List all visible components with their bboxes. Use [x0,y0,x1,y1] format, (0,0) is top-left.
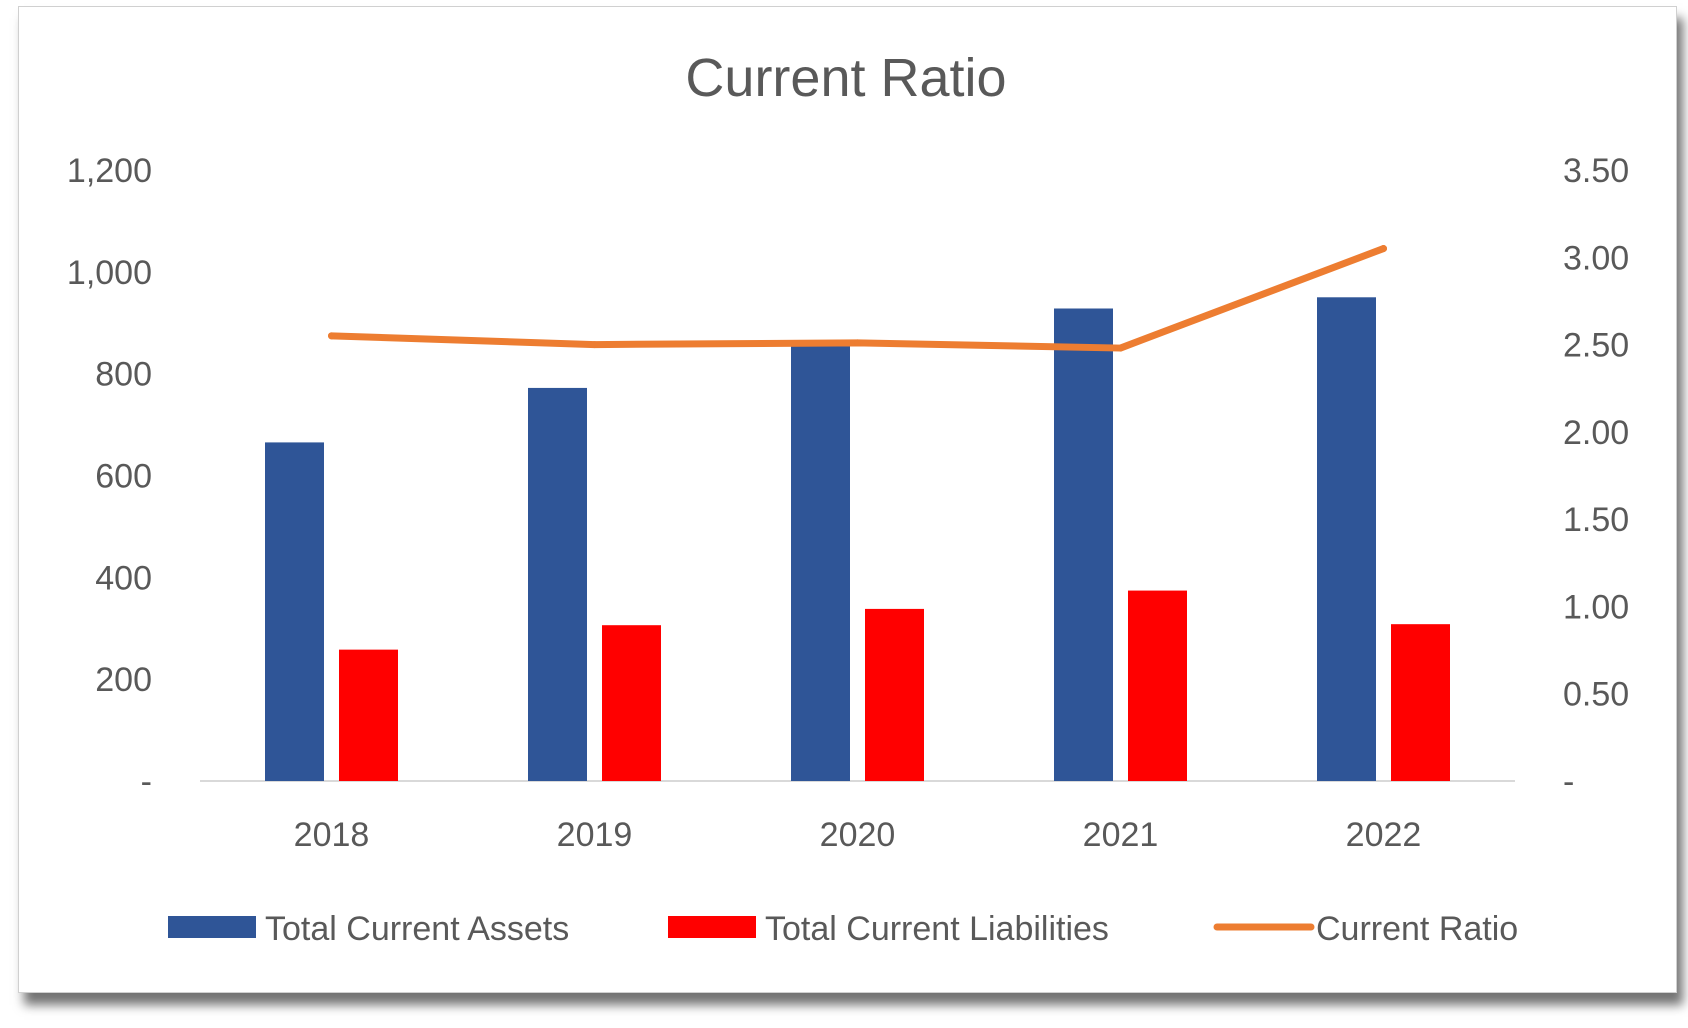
bar-total-current-liabilities-2019 [602,625,661,781]
right-tick-label: 2.00 [1563,414,1629,452]
x-tick-label: 2019 [557,816,633,854]
x-axis: 2018 2019 2020 2021 2022 [294,816,1422,854]
right-tick-label: 3.00 [1563,239,1629,277]
bar-total-current-assets-2021 [1054,308,1113,781]
right-tick-label: 2.50 [1563,327,1629,365]
line-point-2021 [1117,344,1124,352]
right-tick-label: - [1563,763,1574,801]
bar-total-current-liabilities-2021 [1128,590,1187,781]
left-tick-label: 400 [95,559,152,597]
right-tick-label: 1.50 [1563,501,1629,539]
right-tick-label: 1.00 [1563,588,1629,626]
line-point-2020 [854,339,861,347]
x-tick-label: 2018 [294,816,370,854]
bar-total-current-liabilities-2022 [1391,624,1450,781]
left-tick-label: - [141,763,152,801]
chart-title: Current Ratio [685,48,1006,108]
legend: Total Current Assets Total Current Liabil… [168,910,1518,948]
legend-swatch [168,916,256,938]
line-point-2022 [1380,245,1387,253]
bar-total-current-liabilities-2018 [339,649,398,781]
bar-total-current-liabilities-2020 [865,608,924,781]
bar-total-current-assets-2019 [528,387,587,781]
right-tick-label: 3.50 [1563,152,1629,190]
right-tick-label: 0.50 [1563,676,1629,714]
left-tick-label: 800 [95,356,152,394]
x-tick-label: 2021 [1083,816,1159,854]
left-y-axis: - 200 400 600 800 1,000 1,200 [67,152,152,801]
line-point-2018 [328,332,335,340]
left-tick-label: 1,000 [67,254,152,292]
left-tick-label: 600 [95,458,152,496]
left-tick-label: 1,200 [67,152,152,190]
line-point-2019 [591,341,598,349]
line-series [328,245,1387,352]
x-tick-label: 2020 [820,816,896,854]
line-current-ratio [328,245,1387,352]
legend-label: Total Current Assets [265,910,569,948]
bar-series [265,297,1450,781]
bar-total-current-assets-2020 [791,345,850,781]
bar-total-current-assets-2018 [265,442,324,781]
legend-label: Total Current Liabilities [765,910,1109,948]
legend-label: Current Ratio [1316,910,1518,948]
bar-total-current-assets-2022 [1317,297,1376,781]
right-y-axis: - 0.50 1.00 1.50 2.00 2.50 3.00 3.50 [1563,152,1629,801]
left-tick-label: 200 [95,661,152,699]
x-tick-label: 2022 [1346,816,1422,854]
legend-swatch [668,916,756,938]
